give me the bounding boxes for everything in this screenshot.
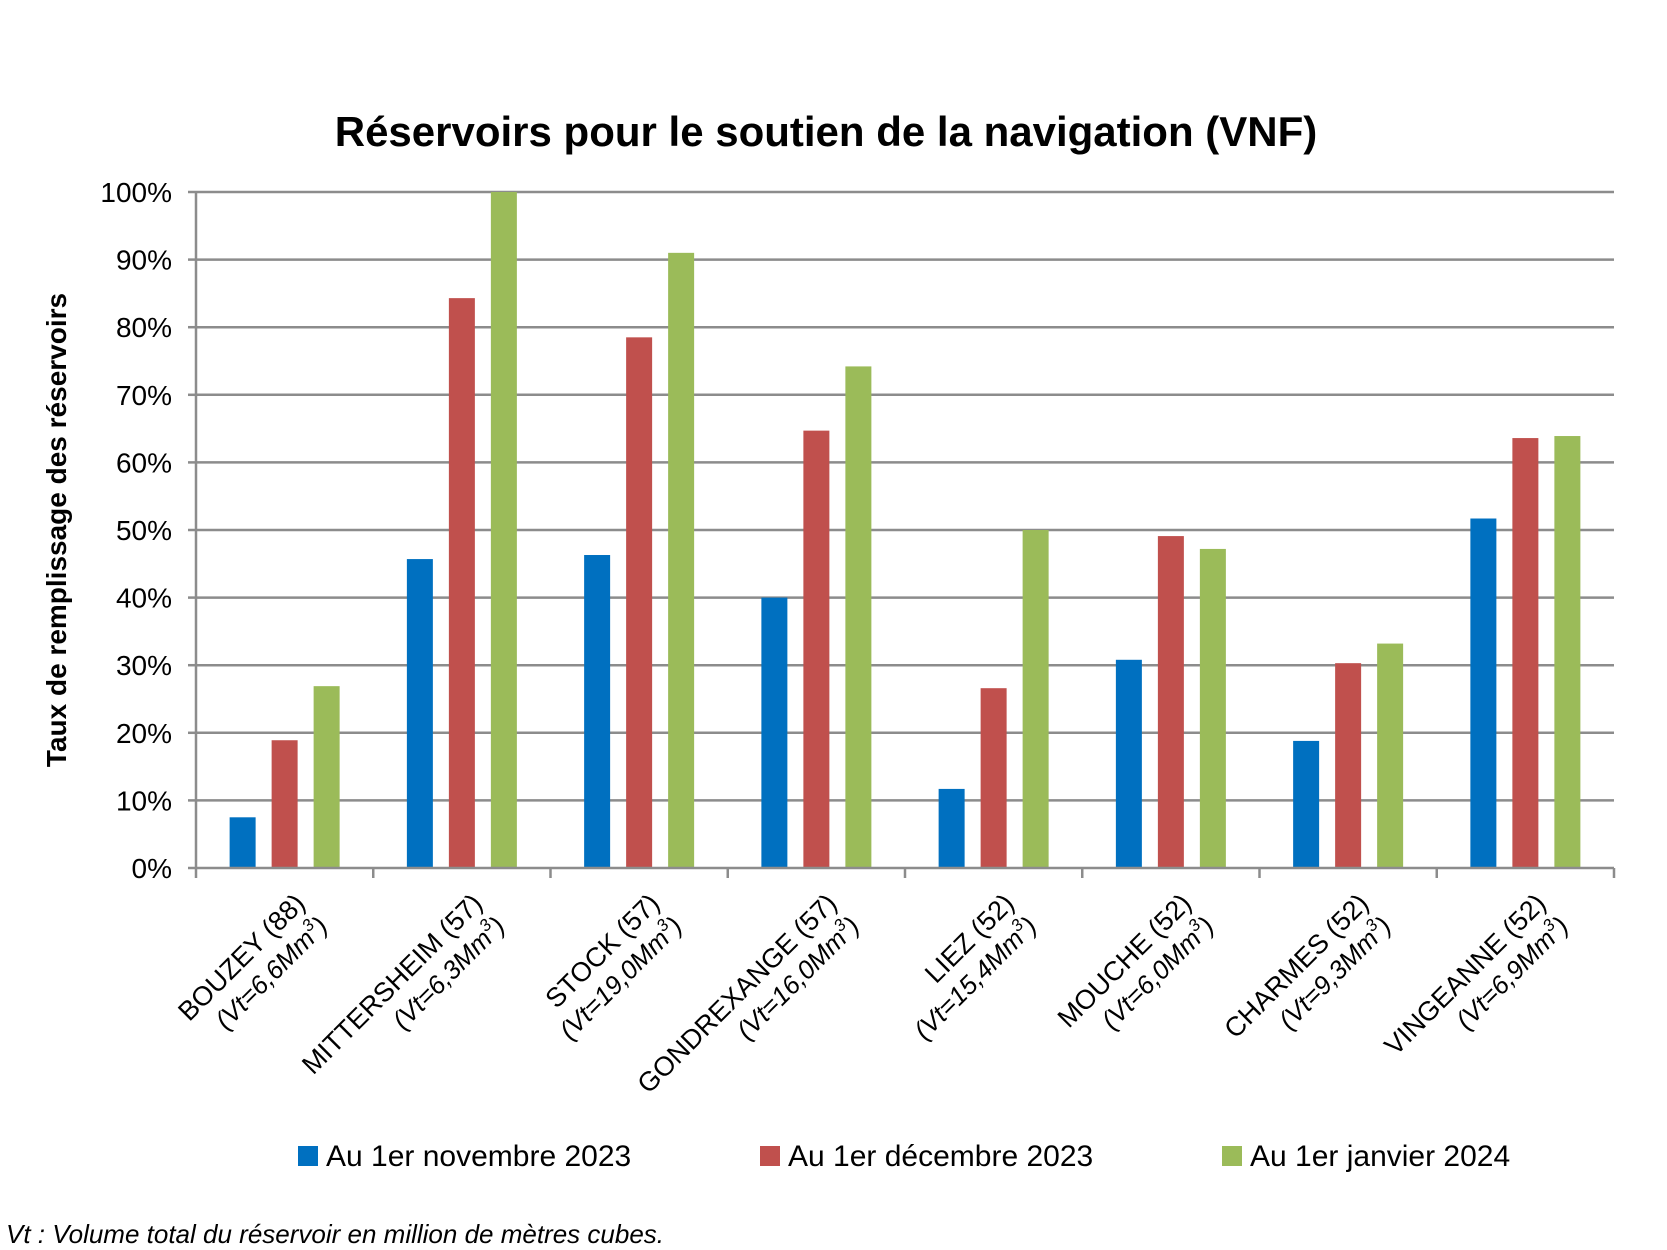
legend-item: Au 1er janvier 2024 (1222, 1140, 1510, 1173)
bar (1157, 536, 1184, 868)
bar (845, 366, 872, 868)
bar (1470, 518, 1497, 868)
axes (188, 190, 1616, 878)
bar (1115, 659, 1142, 868)
legend-label: Au 1er décembre 2023 (788, 1140, 1093, 1173)
x-tick-label: MOUCHE (52)(Vt=6,0Mm3) (1052, 888, 1220, 1035)
y-tick-label: 20% (116, 718, 172, 749)
bar (1554, 436, 1581, 868)
bar (229, 817, 256, 868)
bar (406, 559, 433, 868)
y-tick-label: 60% (116, 447, 172, 478)
bar (668, 252, 695, 869)
bar (1377, 643, 1404, 868)
x-tick-label: CHARMES (52)(Vt=9,3Mm3) (1218, 888, 1397, 1044)
legend: Au 1er novembre 2023 Au 1er décembre 2023… (298, 1140, 1510, 1173)
legend-swatch (760, 1146, 780, 1166)
bar (803, 430, 830, 868)
y-tick-label: 40% (116, 583, 172, 614)
bar (1022, 530, 1049, 868)
legend-label: Au 1er janvier 2024 (1250, 1140, 1510, 1173)
y-tick-label: 80% (116, 312, 172, 343)
y-tick-label: 10% (116, 785, 172, 816)
y-tick-label: 90% (116, 245, 172, 276)
x-tick-label: LIEZ (52)(Vt=15,4Mm3) (908, 888, 1043, 1045)
bar (1199, 548, 1226, 868)
x-tick-labels: BOUZEY (88)(Vt=6,6Mm3)MITTERSHEIM (57)(V… (172, 888, 1575, 1099)
y-tick-label: 0% (132, 853, 172, 884)
bar (271, 740, 298, 868)
bar (761, 597, 788, 868)
y-tick-label: 100% (100, 177, 172, 208)
legend-swatch (298, 1146, 318, 1166)
bar (313, 686, 340, 868)
x-tick-label: VINGEANNE (52)(Vt=6,9Mm3) (1379, 888, 1575, 1061)
bar (584, 555, 611, 868)
bar (1293, 740, 1320, 868)
chart-title: Réservoirs pour le soutien de la navigat… (335, 108, 1318, 155)
bar (938, 788, 965, 868)
y-tick-label: 50% (116, 515, 172, 546)
footnote: Vt : Volume total du réservoir en millio… (6, 1219, 664, 1249)
bar (626, 337, 653, 869)
legend-label: Au 1er novembre 2023 (326, 1140, 631, 1173)
bar (490, 192, 517, 868)
bar (1335, 663, 1362, 868)
y-tick-label: 30% (116, 650, 172, 681)
legend-item: Au 1er novembre 2023 (298, 1140, 631, 1173)
bar (980, 688, 1007, 868)
bars (229, 192, 1581, 869)
x-tick-label: BOUZEY (88)(Vt=6,6Mm3) (172, 888, 333, 1035)
x-tick-label-name: MITTERSHEIM (57) (296, 888, 488, 1080)
bar (448, 298, 475, 869)
x-tick-label: STOCK (57)(Vt=19,0Mm3) (539, 888, 688, 1045)
y-axis-label: Taux de remplissage des réservoirs (41, 293, 72, 767)
x-tick-label: MITTERSHEIM (57)(Vt=6,3Mm3) (296, 888, 511, 1080)
legend-swatch (1222, 1146, 1242, 1166)
y-tick-label: 70% (116, 380, 172, 411)
y-tick-labels: 0% 10% 20% 30% 40% 50% 60% 70% 80% 90% 100% (100, 177, 172, 884)
bar (1512, 438, 1539, 868)
legend-item: Au 1er décembre 2023 (760, 1140, 1093, 1173)
